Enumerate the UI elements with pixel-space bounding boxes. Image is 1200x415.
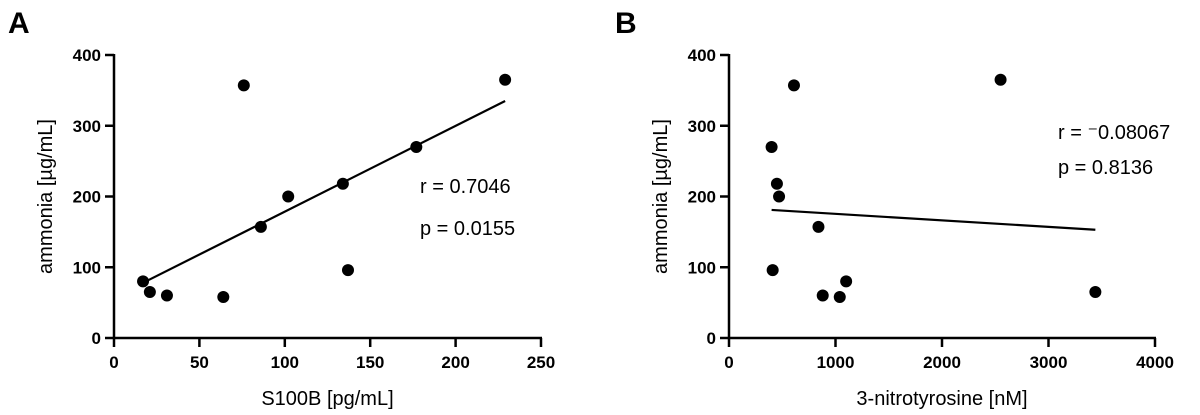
panel-a-y-tick-label: 200	[73, 188, 101, 207]
panel-b-y-tick-label: 300	[688, 117, 716, 136]
panel-a-data-point	[282, 190, 295, 203]
panel-b-letter: B	[615, 7, 637, 40]
panel-b-data-point	[765, 140, 778, 153]
panel-a-regression-line	[142, 100, 506, 284]
panel-b-x-tick-label: 4000	[1136, 353, 1174, 372]
panel-b-x-tick-label: 2000	[923, 353, 961, 372]
panel-b-y-axis-label: ammonia [µg/mL]	[650, 119, 672, 274]
panel-b-regression-line	[771, 208, 1096, 231]
panel-a-letter: A	[8, 7, 30, 40]
panel-a-data-point	[237, 79, 250, 92]
panel-b-y-tick-label: 200	[688, 188, 716, 207]
panel-b-p-value: p = 0.8136	[1058, 157, 1153, 179]
panel-a-x-tick-label: 150	[356, 353, 384, 372]
panel-b-y-tick-label: 400	[688, 46, 716, 65]
panel-a-p-value: p = 0.0155	[420, 218, 515, 240]
panel-b-x-axis-label: 3-nitrotyrosine [nM]	[856, 388, 1027, 410]
panel-b-y-tick-label: 100	[688, 258, 716, 277]
panel-b-data-point	[840, 275, 853, 288]
panel-a-x-axis-label: S100B [pg/mL]	[261, 388, 393, 410]
panel-b-r-value: r = ⁻0.08067	[1058, 122, 1170, 144]
panel-a-y-tick-label: 400	[73, 46, 101, 65]
panel-a-x-tick-label: 0	[109, 353, 118, 372]
panel-b-data-point	[773, 190, 786, 203]
panel-b-data-point	[1089, 286, 1102, 299]
panel-a-data-point	[336, 177, 349, 190]
panel-b-data-point	[816, 289, 829, 302]
panel-b-x-tick-label: 3000	[1030, 353, 1068, 372]
panel-a-data-point	[254, 220, 267, 233]
panel-a-r-value: r = 0.7046	[420, 176, 511, 198]
panel-a-x-tick-label: 200	[441, 353, 469, 372]
panel-b-data-point	[833, 290, 846, 303]
panel-a-x-tick-label: 100	[271, 353, 299, 372]
panel-a-y-tick-label: 0	[92, 329, 101, 348]
panel-a-y-axis-label: ammonia [µg/mL]	[35, 119, 57, 274]
panel-b-y-tick-label: 0	[707, 329, 716, 348]
panel-b-x-tick-label: 1000	[817, 353, 855, 372]
panel-b-data-point	[787, 79, 800, 92]
panel-b-data-point	[812, 220, 825, 233]
panel-a-data-point	[217, 290, 230, 303]
panel-a-data-point	[160, 289, 173, 302]
panel-a-data-point	[341, 264, 354, 277]
panel-b-data-point	[994, 73, 1007, 86]
panel-a-data-point	[143, 286, 156, 299]
panel-a-data-point	[137, 275, 150, 288]
panel-a-data-point	[499, 73, 512, 86]
panel-a-y-tick-label: 300	[73, 117, 101, 136]
panel-b-data-point	[770, 177, 783, 190]
panel-a-y-tick-label: 100	[73, 258, 101, 277]
panel-a-x-tick-label: 50	[190, 353, 209, 372]
panel-a-x-tick-label: 250	[527, 353, 555, 372]
panel-b-data-point	[766, 264, 779, 277]
panel-b-x-tick-label: 0	[724, 353, 733, 372]
panel-a-data-point	[410, 140, 423, 153]
